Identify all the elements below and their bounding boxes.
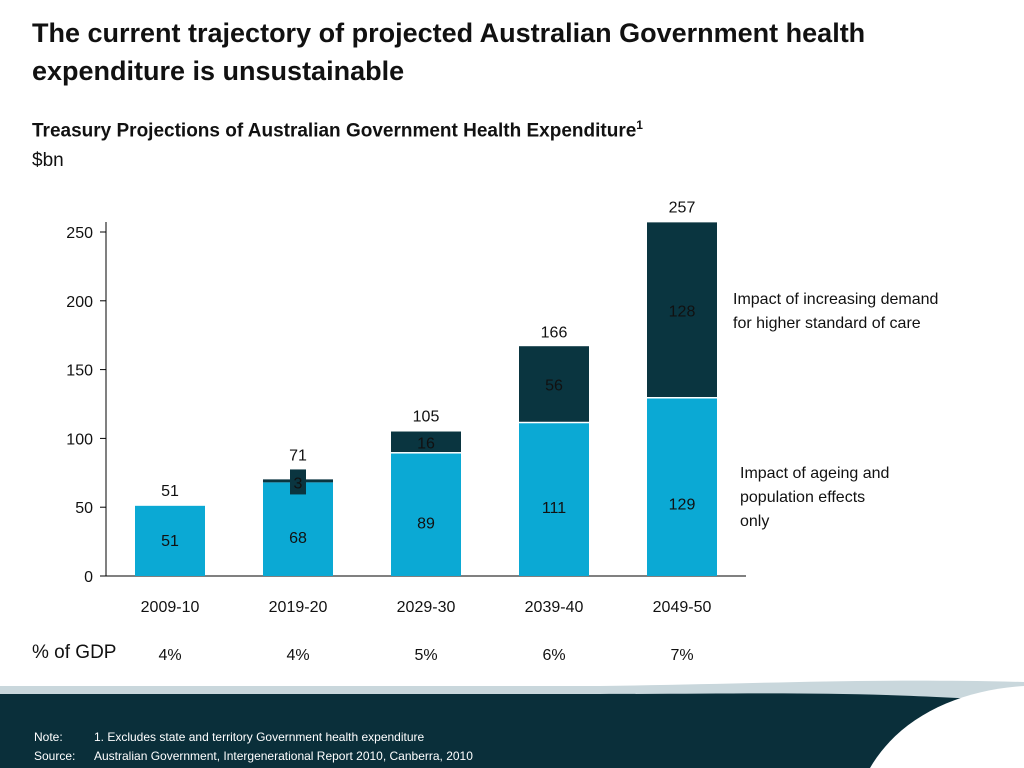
y-tick-label: 0 bbox=[84, 569, 93, 586]
bar-total-label: 166 bbox=[541, 325, 568, 342]
footer-dark-band bbox=[0, 693, 1024, 768]
gdp-percent: 6% bbox=[542, 647, 565, 664]
bar-demand bbox=[519, 346, 589, 422]
bar-ageing-label: 51 bbox=[161, 533, 179, 550]
bar-demand bbox=[647, 222, 717, 397]
bar-total-label: 71 bbox=[289, 447, 307, 464]
bar-demand-label: 56 bbox=[545, 378, 563, 395]
bar-ageing-label: 111 bbox=[542, 500, 566, 517]
note-text: 1. Excludes state and territory Governme… bbox=[94, 730, 425, 744]
bar-total-label: 257 bbox=[669, 199, 696, 216]
chart-subtitle-text: Treasury Projections of Australian Gover… bbox=[32, 120, 637, 142]
footnote-marker: 1 bbox=[636, 118, 643, 132]
source-row: Source: Australian Government, Intergene… bbox=[34, 747, 473, 766]
y-tick-label: 150 bbox=[66, 363, 93, 380]
footer-notes: Note: 1. Excludes state and territory Go… bbox=[34, 728, 473, 766]
note-row: Note: 1. Excludes state and territory Go… bbox=[34, 728, 473, 747]
bar-demand-callout bbox=[290, 469, 306, 495]
bar-ageing bbox=[263, 482, 333, 576]
gdp-percent: 4% bbox=[286, 647, 309, 664]
stacked-bar-chart: 0 50 100 150 200 250 51 51 2009-10 4% 3 68 71 2019-20… bbox=[66, 199, 938, 664]
x-category-label: 2039-40 bbox=[525, 599, 584, 616]
bar-ageing bbox=[135, 505, 205, 576]
source-text: Australian Government, Intergenerational… bbox=[94, 749, 473, 763]
gdp-percent: 5% bbox=[414, 647, 437, 664]
bar-ageing-label: 68 bbox=[289, 530, 307, 547]
bar-demand bbox=[391, 431, 461, 453]
annotation-ageing: Impact of ageing and population effects on… bbox=[740, 465, 889, 530]
gdp-row-label: % of GDP bbox=[32, 642, 117, 663]
chart-subtitle: Treasury Projections of Australian Gover… bbox=[32, 118, 643, 142]
bar-ageing bbox=[647, 398, 717, 576]
source-key: Source: bbox=[34, 749, 76, 763]
bar-total-label: 51 bbox=[161, 483, 179, 500]
unit-label: $bn bbox=[32, 150, 64, 171]
x-category-label: 2019-20 bbox=[269, 599, 328, 616]
x-category-label: 2029-30 bbox=[397, 599, 456, 616]
x-category-label: 2009-10 bbox=[141, 599, 200, 616]
bar-ageing-label: 129 bbox=[669, 497, 696, 514]
y-tick-label: 250 bbox=[66, 225, 93, 242]
bar-ageing-label: 89 bbox=[417, 515, 435, 532]
bar-total-label: 105 bbox=[413, 409, 440, 426]
footer-white-curve bbox=[870, 686, 1024, 768]
y-tick-label: 200 bbox=[66, 294, 93, 311]
gdp-percent: 4% bbox=[158, 647, 181, 664]
bar-ageing bbox=[391, 453, 461, 576]
slide-title: The current trajectory of projected Aust… bbox=[32, 18, 866, 86]
bar-ageing bbox=[519, 423, 589, 576]
y-tick-label: 100 bbox=[66, 431, 93, 448]
gdp-percent: 7% bbox=[670, 647, 693, 664]
bar-demand-label: 3 bbox=[294, 475, 303, 492]
bar-demand-label: 16 bbox=[417, 436, 435, 453]
note-key: Note: bbox=[34, 730, 63, 744]
bar-demand-label: 128 bbox=[669, 303, 696, 320]
y-tick-label: 50 bbox=[75, 500, 93, 517]
footer-band bbox=[0, 680, 1024, 768]
annotation-demand: Impact of increasing demand for higher st… bbox=[733, 291, 938, 332]
x-category-label: 2049-50 bbox=[653, 599, 712, 616]
